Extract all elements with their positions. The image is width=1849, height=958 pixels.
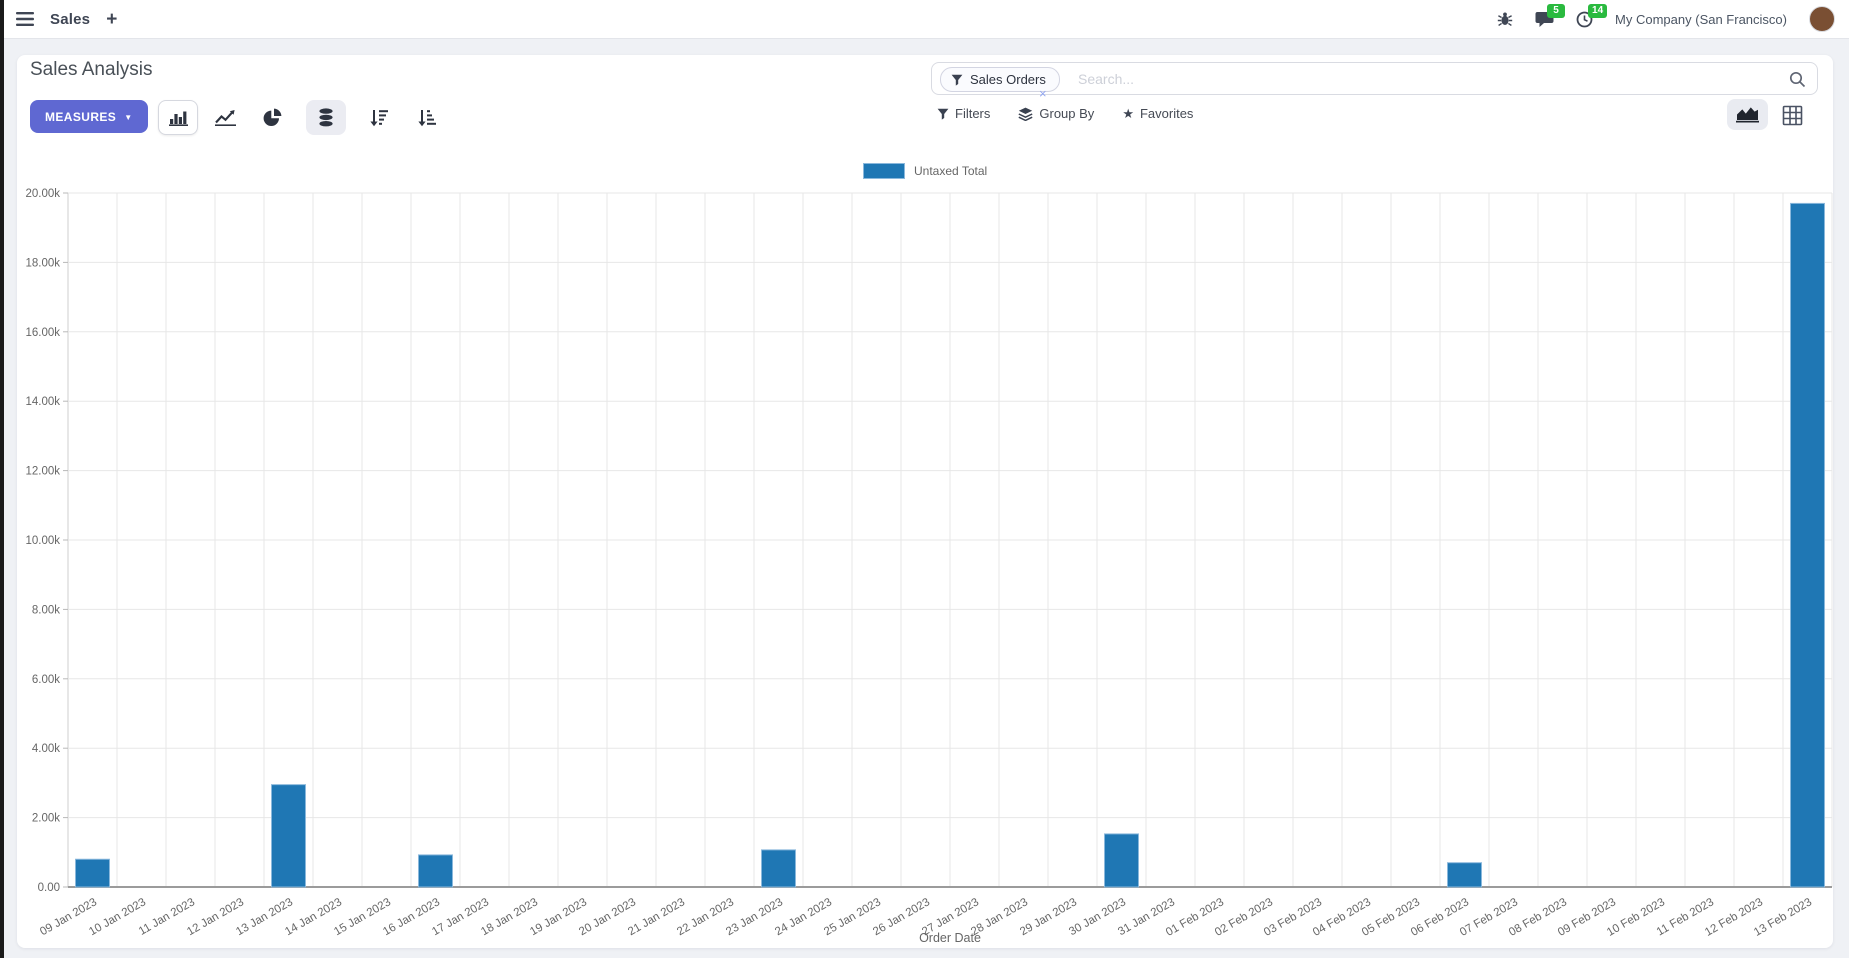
y-axis-label: 12.00k xyxy=(25,466,60,478)
stacked-toggle-button[interactable] xyxy=(306,100,346,135)
x-axis-title: Order Date xyxy=(919,931,981,945)
sort-desc-icon xyxy=(369,109,388,126)
y-axis-label: 8.00k xyxy=(32,604,60,616)
clock-icon xyxy=(1576,11,1593,28)
graph-view-button[interactable] xyxy=(1727,99,1768,130)
line-chart-icon xyxy=(214,110,236,126)
facet-close-icon[interactable]: × xyxy=(1039,86,1047,101)
content-panel: Sales Analysis MEASURES ▼ Sales Orders ×… xyxy=(17,55,1833,948)
filters-label: Filters xyxy=(955,106,991,121)
messages-button[interactable]: 5 xyxy=(1535,3,1566,28)
y-axis-label: 20.00k xyxy=(25,188,60,200)
group-by-button[interactable]: Group By xyxy=(1018,106,1094,121)
y-axis-label: 2.00k xyxy=(32,813,60,825)
sort-ascending-button[interactable] xyxy=(408,100,444,135)
chart-legend[interactable]: Untaxed Total xyxy=(863,163,987,179)
line-chart-button[interactable] xyxy=(207,100,243,135)
stacked-database-icon xyxy=(319,108,333,127)
bar-chart: 0.00 2.00k 4.00k 6.00k 8.00k 10.00k 12.00k 14.0… xyxy=(25,188,1833,945)
favorites-label: Favorites xyxy=(1139,106,1194,121)
search-icon[interactable] xyxy=(1789,71,1806,93)
bar-chart-button[interactable] xyxy=(158,100,198,135)
bar-chart-icon xyxy=(168,111,188,126)
sort-asc-icon xyxy=(417,109,436,126)
chevron-down-icon: ▼ xyxy=(124,113,133,122)
bar-06-Feb-2023[interactable] xyxy=(1447,862,1482,888)
page-title: Sales Analysis xyxy=(30,59,153,80)
pivot-view-icon xyxy=(1782,105,1802,125)
y-axis-label: 0.00 xyxy=(38,882,60,894)
hamburger-menu-icon[interactable] xyxy=(16,12,34,26)
legend-color-swatch xyxy=(863,163,905,179)
activities-button[interactable]: 14 xyxy=(1576,3,1608,28)
y-axis-label: 6.00k xyxy=(32,674,60,686)
measures-button[interactable]: MEASURES ▼ xyxy=(30,100,148,133)
bar-13-Feb-2023[interactable] xyxy=(1790,202,1825,888)
new-record-plus-icon[interactable]: + xyxy=(106,8,118,30)
filters-button[interactable]: Filters xyxy=(937,106,990,121)
bar-16-Jan-2023[interactable] xyxy=(418,854,453,888)
search-options-row: Filters Group By ★ Favorites xyxy=(937,106,1193,121)
legend-label: Untaxed Total xyxy=(914,164,988,178)
star-icon: ★ xyxy=(1122,106,1134,121)
filter-icon xyxy=(937,108,949,120)
bar-23-Jan-2023[interactable] xyxy=(761,849,796,888)
graph-view-icon xyxy=(1736,107,1759,123)
search-bar[interactable]: Sales Orders × Search... xyxy=(931,62,1818,100)
filter-icon xyxy=(951,74,963,86)
bar-09-Jan-2023[interactable] xyxy=(75,858,110,888)
navbar-left: Sales + xyxy=(0,10,117,29)
y-axis-label: 10.00k xyxy=(25,535,60,547)
navbar-right: 5 14 My Company (San Francisco) xyxy=(1497,3,1849,32)
y-axis-label: 18.00k xyxy=(25,257,60,269)
bug-icon[interactable] xyxy=(1497,11,1513,27)
sort-descending-button[interactable] xyxy=(360,100,396,135)
y-axis-label: 4.00k xyxy=(32,743,60,755)
user-avatar[interactable] xyxy=(1809,6,1835,32)
top-navbar: Sales + 5 14 My Company (San Francisc xyxy=(0,0,1849,39)
bar-30-Jan-2023[interactable] xyxy=(1104,833,1139,888)
screen-edge xyxy=(0,0,4,958)
facet-label: Sales Orders xyxy=(970,72,1046,87)
app-menu-sales[interactable]: Sales xyxy=(50,10,91,28)
pie-chart-icon xyxy=(263,108,281,126)
search-facet-sales-orders[interactable]: Sales Orders xyxy=(940,67,1060,92)
messages-count-badge: 5 xyxy=(1547,3,1566,18)
group-by-label: Group By xyxy=(1039,106,1095,121)
bar-13-Jan-2023[interactable] xyxy=(271,784,306,888)
activities-count-badge: 14 xyxy=(1588,3,1608,18)
measures-label: MEASURES xyxy=(45,109,117,124)
y-axis-label: 14.00k xyxy=(25,396,60,408)
pie-chart-button[interactable] xyxy=(254,100,290,135)
layers-icon xyxy=(1018,107,1033,121)
favorites-button[interactable]: ★ Favorites xyxy=(1122,106,1193,121)
pivot-view-button[interactable] xyxy=(1779,103,1805,127)
search-input[interactable]: Search... xyxy=(1078,71,1135,87)
y-axis-label: 16.00k xyxy=(25,327,60,339)
company-switcher[interactable]: My Company (San Francisco) xyxy=(1615,11,1787,27)
